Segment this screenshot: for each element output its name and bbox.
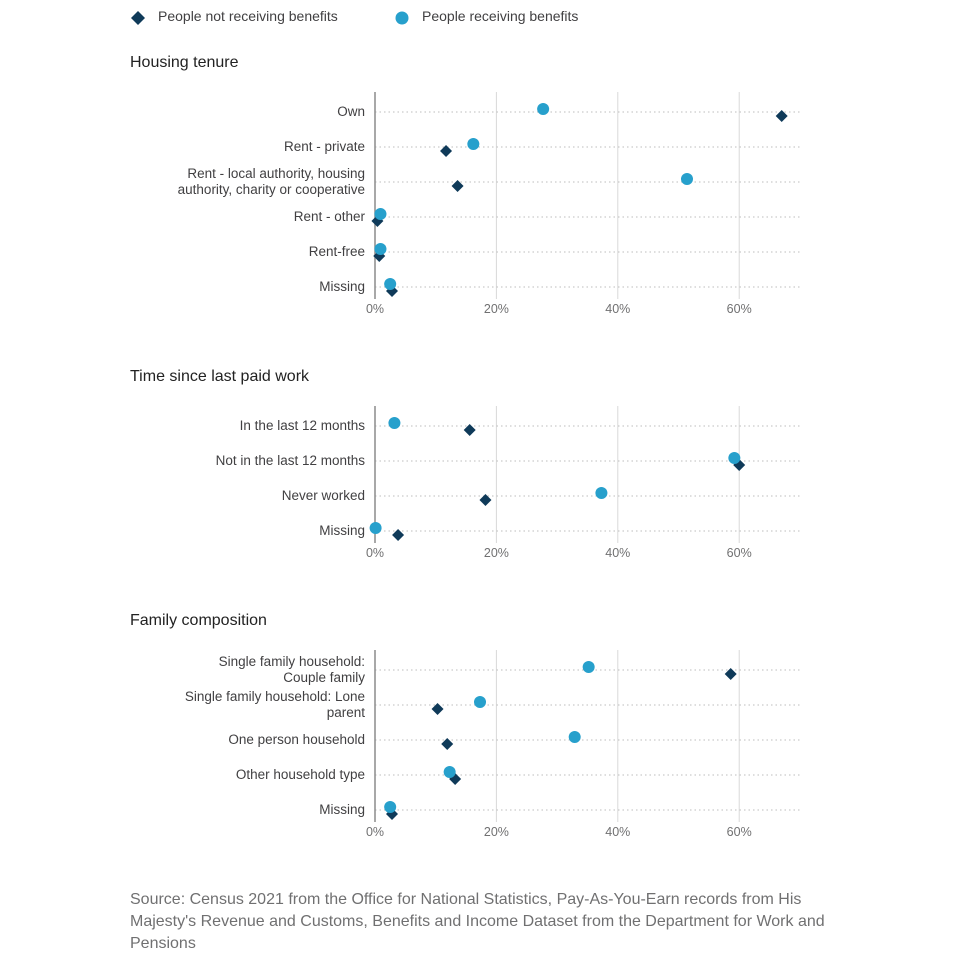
data-point-not-receiving bbox=[463, 424, 476, 436]
x-tick-label: 0% bbox=[366, 302, 384, 316]
category-label: In the last 12 months bbox=[240, 418, 366, 433]
category-label: Own bbox=[337, 104, 365, 119]
category-label: Missing bbox=[319, 279, 365, 294]
data-point-not-receiving bbox=[479, 494, 492, 506]
category-label: Never worked bbox=[282, 488, 365, 503]
chart-time-since-work: 0% 20% 40% 60% In the last 12 months Not in t… bbox=[216, 406, 800, 560]
data-point-receiving bbox=[384, 278, 397, 290]
x-tick-label: 60% bbox=[727, 546, 752, 560]
panel-title: Housing tenure bbox=[130, 54, 239, 71]
data-point-not-receiving bbox=[441, 738, 454, 750]
category-label: Single family household: Couple family bbox=[219, 654, 366, 685]
x-tick-label: 20% bbox=[484, 546, 509, 560]
x-tick-label: 0% bbox=[366, 825, 384, 839]
category-label: Not in the last 12 months bbox=[216, 453, 366, 468]
category-label: Rent - local authority, housing authority… bbox=[178, 166, 365, 197]
data-point-receiving bbox=[384, 801, 397, 813]
data-point-receiving bbox=[568, 731, 581, 743]
data-point-receiving bbox=[474, 696, 487, 708]
data-point-not-receiving bbox=[392, 529, 405, 541]
diamond-icon bbox=[131, 11, 145, 25]
category-label: Other household type bbox=[236, 767, 365, 782]
data-point-receiving bbox=[595, 487, 608, 499]
x-tick-label: 40% bbox=[605, 302, 630, 316]
x-tick-label: 0% bbox=[366, 546, 384, 560]
data-point-not-receiving bbox=[775, 110, 788, 122]
panel-title: Family composition bbox=[130, 612, 267, 629]
x-tick-label: 60% bbox=[727, 825, 752, 839]
category-label: One person household bbox=[228, 732, 365, 747]
category-label: Single family household: Lone parent bbox=[185, 689, 365, 720]
data-point-receiving bbox=[467, 138, 480, 150]
data-point-receiving bbox=[388, 417, 401, 429]
chart-housing-tenure: 0% 20% 40% 60% Own Rent - private Rent - local… bbox=[178, 92, 800, 316]
data-point-receiving bbox=[374, 243, 387, 255]
chart-family-composition: 0% 20% 40% 60% Single family household: Coupl… bbox=[185, 650, 800, 839]
category-label: Missing bbox=[319, 523, 365, 538]
data-point-not-receiving bbox=[451, 180, 464, 192]
panel-title: Time since last paid work bbox=[130, 368, 310, 385]
category-label: Missing bbox=[319, 802, 365, 817]
legend-label-not-receiving: People not receiving benefits bbox=[158, 8, 338, 24]
category-label: Rent - other bbox=[294, 209, 366, 224]
circle-icon bbox=[395, 11, 409, 25]
category-label: Rent - private bbox=[284, 139, 365, 154]
data-point-receiving bbox=[443, 766, 456, 778]
data-point-receiving bbox=[582, 661, 595, 673]
panel-family-composition: Family composition 0% 20% 40% 60% Single fam… bbox=[0, 612, 960, 852]
panel-housing-tenure: Housing tenure 0% 20% 40% 60% Own Rent - priv… bbox=[0, 54, 960, 329]
panel-time-since-work: Time since last paid work 0% 20% 40% 60% In … bbox=[0, 368, 960, 573]
source-note: Source: Census 2021 from the Office for … bbox=[130, 891, 825, 952]
data-point-receiving bbox=[728, 452, 741, 464]
x-tick-label: 40% bbox=[605, 825, 630, 839]
legend-label-receiving: People receiving benefits bbox=[422, 8, 579, 24]
data-point-not-receiving bbox=[440, 145, 453, 157]
category-label: Rent-free bbox=[309, 244, 365, 259]
data-point-receiving bbox=[680, 173, 693, 185]
data-point-not-receiving bbox=[431, 703, 444, 715]
x-tick-label: 20% bbox=[484, 825, 509, 839]
x-tick-label: 60% bbox=[727, 302, 752, 316]
x-tick-label: 40% bbox=[605, 546, 630, 560]
data-point-receiving bbox=[374, 208, 387, 220]
x-tick-label: 20% bbox=[484, 302, 509, 316]
data-point-receiving bbox=[537, 103, 550, 115]
data-point-receiving bbox=[369, 522, 382, 534]
data-point-not-receiving bbox=[724, 668, 737, 680]
